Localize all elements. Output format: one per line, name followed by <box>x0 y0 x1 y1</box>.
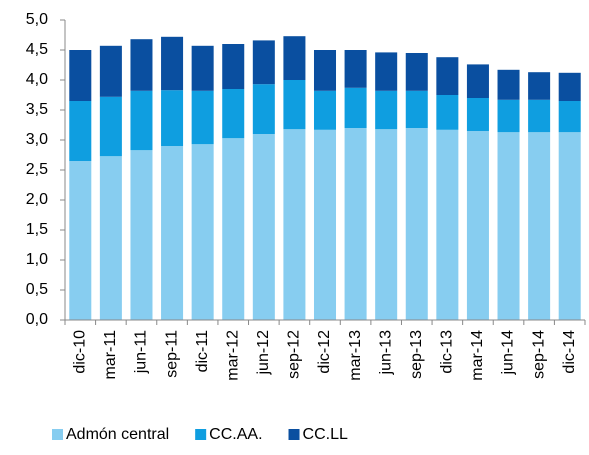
x-tick-label: jun-12 <box>255 330 272 376</box>
x-tick-label: dic-10 <box>72 330 89 374</box>
x-tick-label: dic-12 <box>316 330 333 374</box>
x-tick-label: sep-13 <box>408 330 425 379</box>
x-tick-label: jun-11 <box>133 330 150 374</box>
y-tick-label: 2,5 <box>26 161 48 178</box>
bar-segment <box>222 89 245 139</box>
x-tick-label: mar-11 <box>102 330 119 380</box>
bar-segment <box>313 50 337 91</box>
bar-segment <box>252 134 275 320</box>
x-tick-label: jun-13 <box>377 330 394 376</box>
legend-label: Admón central <box>66 426 169 443</box>
x-tick-label: dic-14 <box>561 330 578 374</box>
bar-segment <box>405 90 428 128</box>
bar-segment <box>497 69 520 100</box>
bar-segment <box>69 161 92 320</box>
bar-segment <box>528 132 551 320</box>
y-tick-label: 2,0 <box>26 191 48 208</box>
x-tick-label: mar-13 <box>347 330 364 381</box>
bar-segment <box>528 72 551 100</box>
y-tick-label: 1,0 <box>26 251 48 268</box>
bar-segment <box>558 72 581 101</box>
bar-segment <box>191 45 214 91</box>
bar-segment <box>191 90 214 145</box>
legend-label: CC.LL <box>303 426 348 443</box>
bar-segment <box>466 64 489 98</box>
x-tick-label: sep-11 <box>163 330 180 378</box>
bar-segment <box>344 128 367 320</box>
bar-segment <box>528 99 551 133</box>
bar-segment <box>222 44 245 89</box>
x-tick-label: jun-14 <box>500 330 517 376</box>
bar-segment <box>405 53 428 91</box>
bar-segment <box>375 90 398 130</box>
bar-segment <box>436 57 459 95</box>
bar-segment <box>375 129 398 320</box>
bar-segment <box>222 138 245 320</box>
bar-segment <box>375 52 398 91</box>
bar-segment <box>344 87 367 128</box>
x-tick-label: sep-12 <box>286 330 303 379</box>
bar-segment <box>130 150 153 320</box>
y-tick-label: 4,5 <box>26 41 48 58</box>
bar-segment <box>558 101 581 133</box>
bar-segment <box>161 90 184 146</box>
bar-segment <box>69 50 92 101</box>
bar-segment <box>466 98 489 131</box>
bar-segment <box>313 129 337 320</box>
bar-segment <box>191 144 214 320</box>
legend-swatch <box>288 429 300 440</box>
y-tick-label: 1,5 <box>26 221 48 238</box>
bar-segment <box>99 156 122 320</box>
y-tick-label: 3,5 <box>26 101 48 118</box>
bar-segment <box>344 50 367 88</box>
bar-segment <box>161 36 184 91</box>
x-tick-label: dic-11 <box>194 330 211 372</box>
x-tick-label: mar-12 <box>224 330 241 381</box>
bar-segment <box>405 128 428 320</box>
bar-segment <box>130 39 153 91</box>
bar-segment <box>497 99 520 133</box>
bar-segment <box>99 96 122 157</box>
bar-segment <box>283 80 306 130</box>
bar-segment <box>69 101 92 161</box>
y-tick-label: 5,0 <box>26 11 48 28</box>
bar-segment <box>99 45 122 97</box>
x-tick-label: sep-14 <box>530 330 547 379</box>
legend-swatch <box>195 429 207 440</box>
bar-segment <box>130 90 153 151</box>
bar-segment <box>161 146 184 320</box>
y-tick-label: 4,0 <box>26 71 48 88</box>
bar-segment <box>436 95 459 130</box>
bar-segment <box>558 132 581 320</box>
y-tick-label: 3,0 <box>26 131 48 148</box>
legend-label: CC.AA. <box>209 426 262 443</box>
bar-segment <box>252 40 275 85</box>
bar-segment <box>283 36 306 80</box>
bar-segment <box>252 84 275 134</box>
y-tick-label: 0,0 <box>26 311 48 328</box>
bar-segment <box>283 129 306 320</box>
bar-segment <box>436 129 459 320</box>
x-tick-label: mar-14 <box>469 330 486 381</box>
bar-segment <box>466 131 489 320</box>
x-tick-label: dic-13 <box>439 330 456 374</box>
legend-swatch <box>52 429 63 440</box>
y-tick-label: 0,5 <box>26 281 48 298</box>
bar-segment <box>497 132 520 320</box>
bar-segment <box>313 90 337 130</box>
